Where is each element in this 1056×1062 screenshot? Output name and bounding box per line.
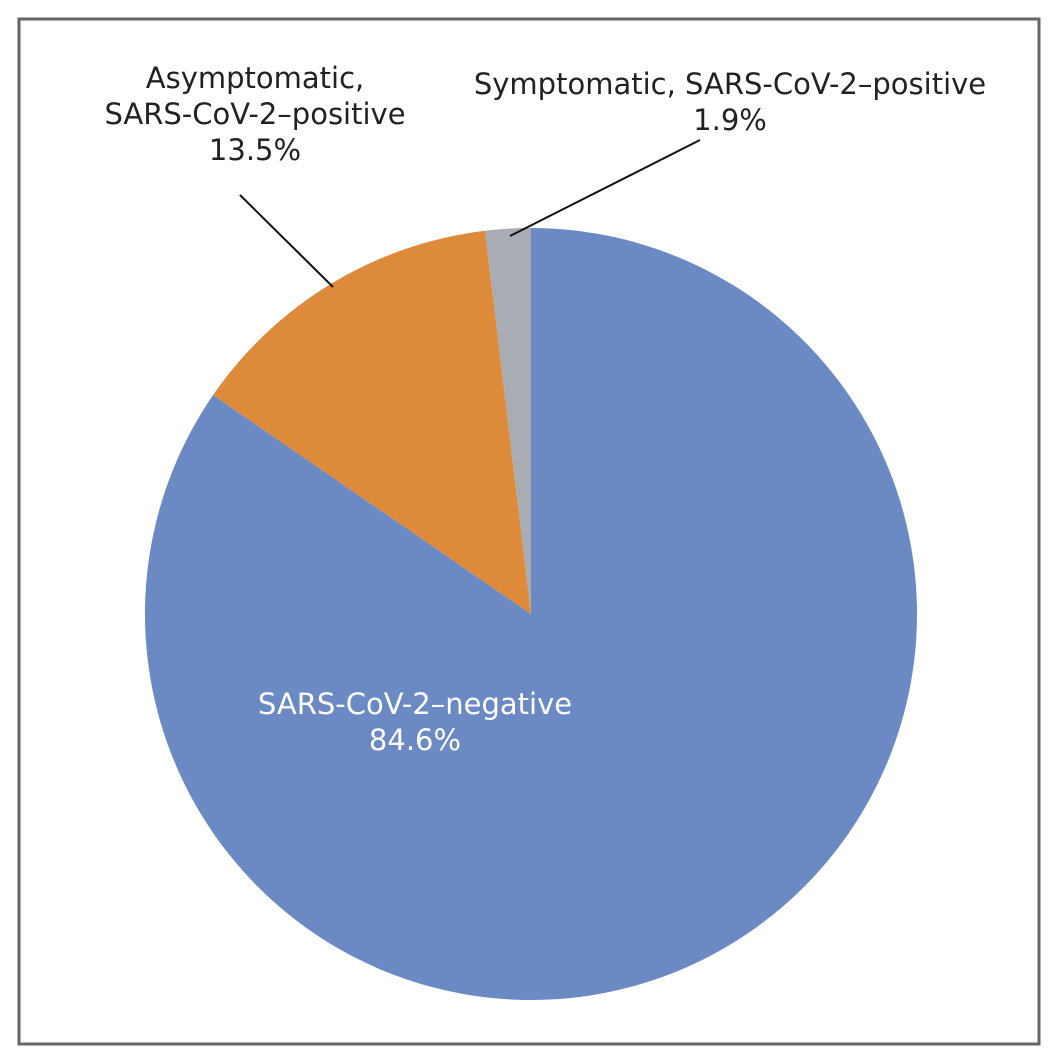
value-label: 84.6% <box>368 723 462 757</box>
slice-label: SARS-CoV-2–negative 84.6% <box>215 686 615 758</box>
leader-line <box>509 139 701 237</box>
value-label: 13.5% <box>208 133 302 167</box>
frame <box>17 17 1041 1046</box>
value-label: 1.9% <box>693 103 767 137</box>
pie-slice <box>485 228 531 614</box>
slice-label: Asymptomatic, SARS-CoV-2–positive 13.5% <box>100 60 410 168</box>
category-label: Symptomatic, SARS-CoV-2–positive <box>473 67 987 101</box>
slice-label: Symptomatic, SARS-CoV-2–positive 1.9% <box>440 66 1020 138</box>
leader-line <box>239 194 334 288</box>
category-label: Asymptomatic, SARS-CoV-2–positive <box>104 61 406 131</box>
pie-slice <box>213 230 531 614</box>
category-label: SARS-CoV-2–negative <box>257 687 573 721</box>
